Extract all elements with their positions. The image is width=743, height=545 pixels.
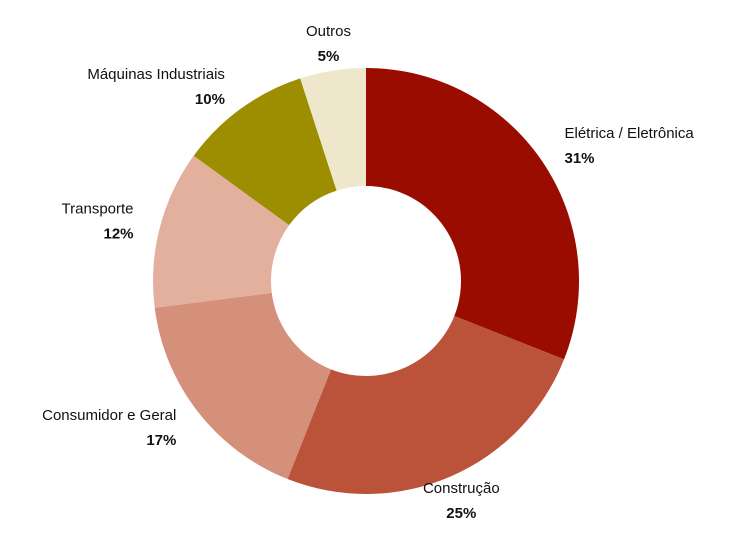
slice-value: 10% xyxy=(195,91,225,108)
slice-value: 5% xyxy=(318,48,340,65)
slice-label: Outros xyxy=(306,23,351,40)
donut-slice xyxy=(193,78,337,226)
slice-label: Elétrica / Eletrônica xyxy=(564,125,694,142)
slice-value: 31% xyxy=(564,150,594,167)
slice-label: Transporte xyxy=(62,200,134,217)
slice-label: Consumidor e Geral xyxy=(42,407,176,424)
slice-value: 12% xyxy=(104,225,134,242)
donut-slice xyxy=(366,68,580,360)
donut-slice xyxy=(154,292,332,480)
donut-slice xyxy=(300,68,366,191)
slice-label: Máquinas Industriais xyxy=(87,66,225,83)
slice-value: 17% xyxy=(146,432,176,449)
donut-slice xyxy=(153,155,290,308)
slice-value: 25% xyxy=(446,505,476,522)
donut-slice xyxy=(287,315,565,494)
slice-label: Construção xyxy=(423,480,500,497)
